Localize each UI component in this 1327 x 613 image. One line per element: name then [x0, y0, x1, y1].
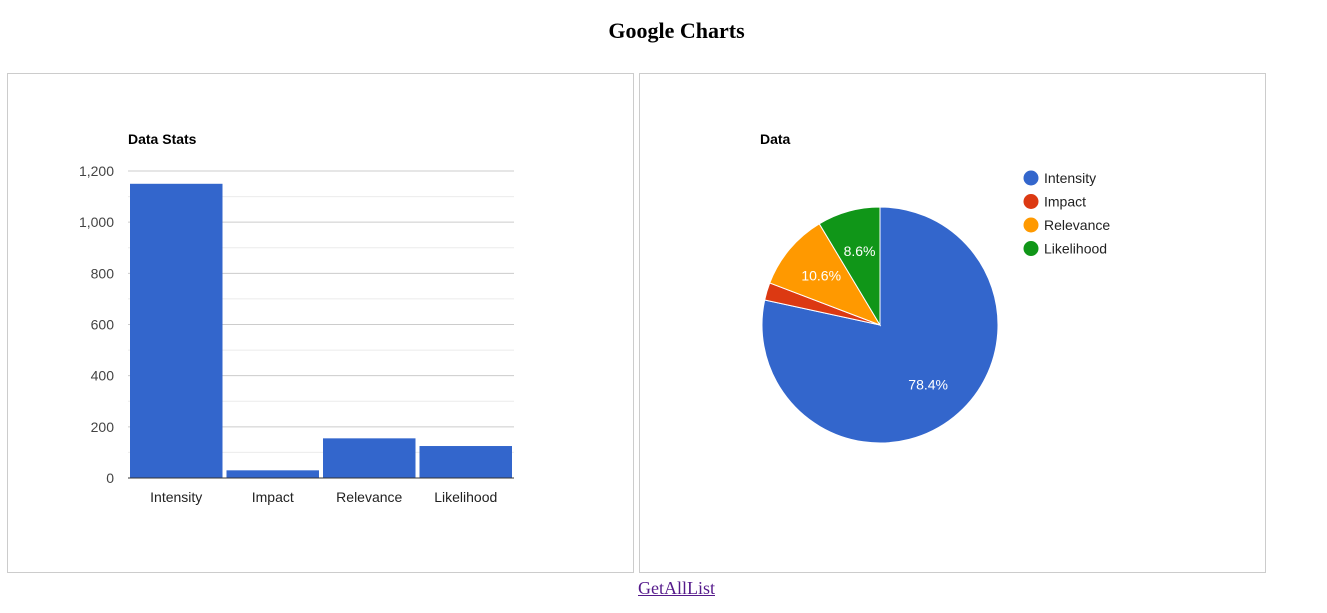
y-tick-label: 800 [91, 265, 115, 281]
x-tick-label: Likelihood [434, 489, 497, 505]
pie-chart-panel: Data 78.4% 10.6% 8.6% Intensity Impact Relevan… [639, 73, 1266, 573]
bar-impact [226, 470, 319, 478]
y-tick-label: 1,200 [79, 163, 114, 179]
bar-chart-title: Data Stats [128, 131, 197, 147]
page-title: Google Charts [608, 18, 745, 43]
x-tick-label: Relevance [336, 489, 402, 505]
y-tick-label: 400 [91, 368, 115, 384]
pie-chart: Data 78.4% 10.6%8.6% Intensity Impact Relevan… [760, 131, 1110, 444]
get-all-list-link[interactable]: GetAllList [638, 578, 715, 598]
legend-marker-relevance [1023, 217, 1039, 233]
footer: GetAllList [0, 578, 1327, 599]
bar-intensity [130, 183, 223, 478]
pie-slice-relevance [769, 223, 882, 326]
legend-marker-likelihood [1023, 241, 1039, 256]
legend-marker-impact [1023, 194, 1039, 209]
legend-label: Intensity [1044, 170, 1096, 186]
y-tick-label: 200 [91, 419, 115, 435]
pie-slice-label: 8.6% [844, 243, 876, 259]
legend-label: Impact [1044, 194, 1086, 210]
pie-slice-intensity [761, 206, 999, 444]
legend-label: Relevance [1044, 217, 1110, 233]
bar-chart-panel: Data Stats 0 200 400 600 800 1,000 1,200 Intensi… [7, 73, 634, 573]
legend-label: Likelihood [1044, 241, 1107, 257]
y-tick-label: 600 [91, 317, 115, 333]
legend-marker-intensity [1023, 170, 1039, 186]
y-tick-label: 0 [106, 470, 114, 486]
x-tick-label: Impact [252, 489, 294, 505]
pie-slice-label: 78.4% [908, 377, 948, 393]
bar-relevance [323, 438, 416, 478]
bar-chart: Data Stats 0 200 400 600 800 1,000 1,200 Intensi… [79, 131, 514, 505]
x-tick-label: Intensity [150, 489, 202, 505]
pie-chart-title: Data [760, 131, 791, 147]
pie-slice-likelihood [818, 206, 881, 327]
pie-slice-label: 10.6% [801, 268, 841, 284]
y-tick-label: 1,000 [79, 214, 114, 230]
bar-likelihood [419, 446, 512, 478]
